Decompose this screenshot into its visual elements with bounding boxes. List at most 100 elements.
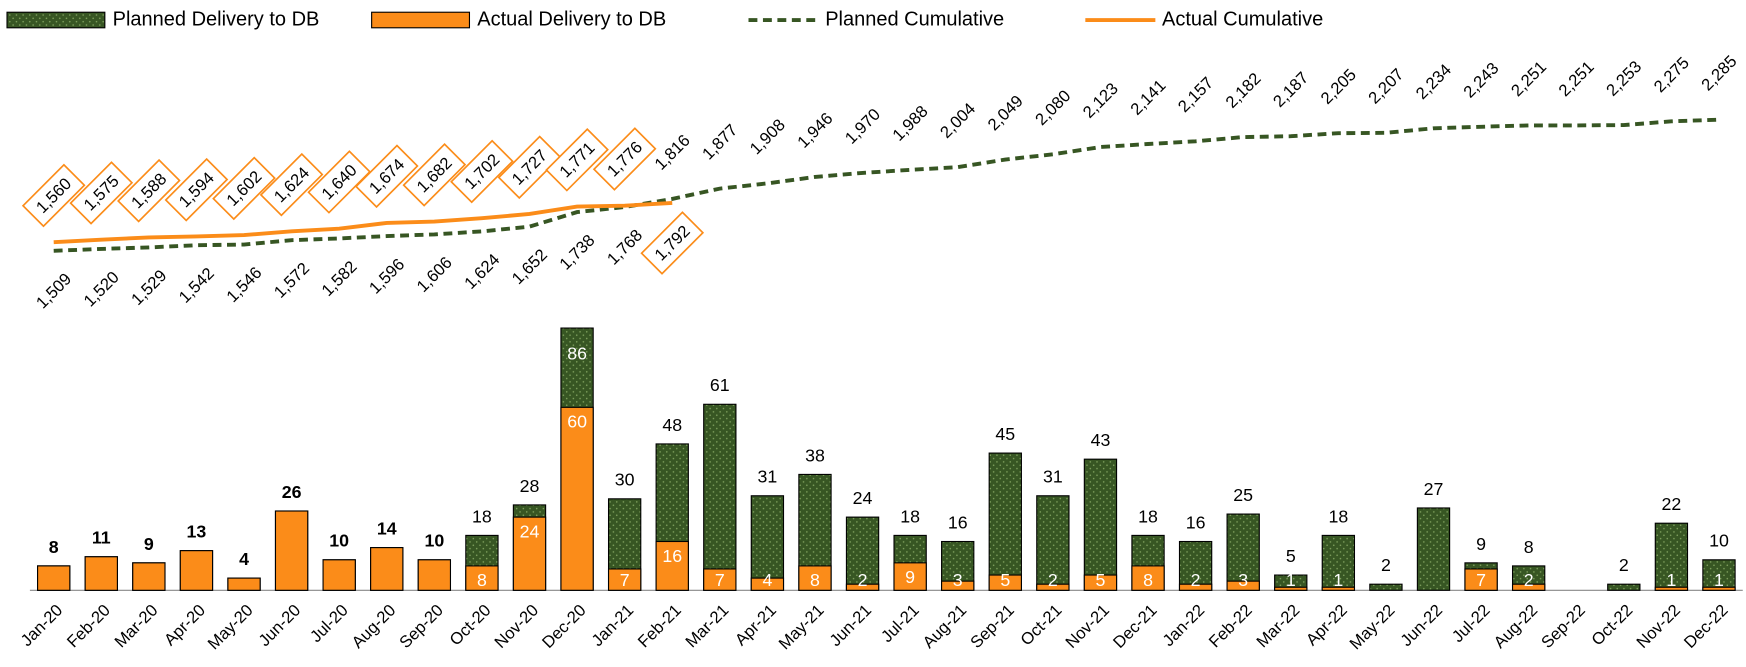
data-label: 60 [567,412,587,432]
data-label: 8 [1143,570,1153,590]
x-tick-label: Aug-20 [348,601,399,652]
data-label: 2,205 [1317,65,1360,108]
data-label: 24 [520,521,540,541]
legend-swatch [371,11,471,29]
data-label-group: 2,251 [1507,57,1550,100]
data-label-group: 1,792 [640,211,705,275]
data-label-group: 1,575 [69,161,134,225]
data-label-group: 2,141 [1127,76,1170,119]
data-label: 18 [1138,506,1158,526]
bar [845,516,880,591]
data-label: 1,606 [413,253,456,296]
label-box [164,157,229,222]
data-label-group: 2,243 [1460,59,1503,102]
x-tick-label: Dec-22 [1680,601,1731,652]
data-label: 1,946 [794,109,837,152]
bar [988,574,1022,591]
x-tick-label: Feb-22 [1205,601,1256,652]
data-label: 5 [1286,546,1296,566]
x-tick-label: Aug-21 [919,601,970,652]
data-label-group: 1,988 [889,102,932,145]
x-tick-label: Jan-22 [1159,601,1208,650]
data-label-group: 2,205 [1317,65,1360,108]
data-label: 8 [49,537,59,557]
x-tick-label: Jul-20 [306,601,352,647]
bar [655,540,689,591]
data-label-group: 1,674 [354,144,419,209]
x-tick-label: Jul-22 [1448,601,1494,647]
bar [1702,586,1736,591]
data-label: 1,596 [365,255,408,298]
data-label: 28 [520,476,540,496]
bar [512,516,547,591]
data-label-group: 1,606 [413,253,456,296]
data-label: 8 [1524,537,1534,557]
data-label: 7 [1476,570,1486,590]
bar [1702,559,1736,591]
data-label-group: 2,285 [1698,52,1741,95]
bar [1654,522,1689,591]
data-label: 1,624 [460,250,503,293]
data-label-group: 1,546 [223,263,266,306]
data-label: 1 [1333,570,1343,590]
data-label: 31 [1043,467,1063,487]
bar [703,568,737,591]
bar [1607,583,1641,591]
x-tick-label: Jun-21 [826,601,875,650]
data-label: 4 [239,549,249,569]
bar [941,580,975,591]
label-box [69,161,134,225]
label-box [450,139,514,204]
bar [132,562,166,591]
data-label: 2,123 [1079,79,1122,122]
data-label: 43 [1091,430,1111,450]
data-label-group: 2,123 [1079,79,1122,122]
label-box [592,127,657,191]
data-label: 1,988 [889,102,932,145]
x-tick-label: Apr-21 [731,601,780,650]
data-label: 3 [1238,570,1248,590]
data-label: 2,141 [1127,76,1170,119]
data-label: 38 [805,445,825,465]
x-tick-label: May-22 [1346,601,1399,654]
data-label: 2 [1524,570,1534,590]
data-label: 1 [1286,570,1296,590]
data-label: 1,520 [80,268,123,311]
data-label: 18 [472,506,492,526]
bar [1369,583,1403,591]
label-box [402,143,467,207]
data-label: 5 [1096,570,1106,590]
x-tick-label: Nov-20 [491,601,542,652]
data-label: 2,080 [1031,86,1074,129]
data-label-group: 2,207 [1364,65,1407,108]
x-tick-label: Dec-20 [538,601,589,652]
x-tick-label: Oct-22 [1588,601,1637,650]
bar [37,565,71,591]
bar [1274,586,1308,591]
legend-label: Planned Delivery to DB [113,8,320,30]
data-label: 7 [715,570,725,590]
bar [1036,495,1070,591]
data-label-group: 1,624 [259,152,324,217]
data-label: 10 [329,531,349,551]
data-label: 3 [953,570,963,590]
bar [1083,458,1118,591]
data-label-group: 1,908 [746,115,789,158]
data-label: 9 [1476,534,1486,554]
data-label-group: 1,652 [508,245,551,288]
data-label-group: 1,588 [117,158,181,223]
x-tick-label: May-20 [204,601,257,654]
label-box [307,150,372,214]
x-tick-label: Jan-21 [588,601,637,650]
data-label: 2 [1619,555,1629,575]
data-label-group: 2,275 [1650,53,1693,96]
data-label: 16 [662,546,682,566]
legend-label: Actual Delivery to DB [477,8,666,30]
data-label: 14 [377,519,397,539]
data-label-group: 1,624 [460,250,503,293]
data-label-group: 1,768 [603,226,646,269]
data-label-group: 1,520 [80,268,123,311]
bar [417,559,452,591]
data-label: 1,768 [603,226,646,269]
data-label-group: 2,157 [1174,73,1217,116]
